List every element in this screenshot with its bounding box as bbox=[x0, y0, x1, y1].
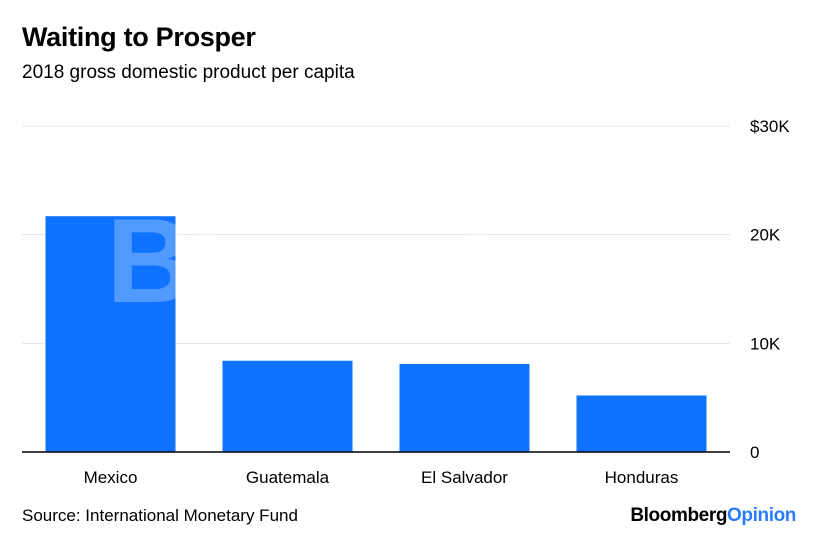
y-tick-label: 20K bbox=[750, 226, 781, 245]
y-tick-label: $30K bbox=[750, 117, 790, 136]
logo-brand: Bloomberg bbox=[630, 505, 728, 526]
x-tick-label: Guatemala bbox=[246, 468, 330, 487]
y-tick-label: 10K bbox=[750, 334, 781, 353]
bar bbox=[576, 395, 707, 452]
x-tick-label: Honduras bbox=[605, 468, 679, 487]
chart-subtitle: 2018 gross domestic product per capita bbox=[22, 62, 355, 83]
y-tick-label: 0 bbox=[750, 443, 759, 462]
logo-suffix: Opinion bbox=[727, 505, 796, 526]
bar bbox=[222, 360, 353, 452]
chart-title: Waiting to Prosper bbox=[22, 22, 256, 52]
watermark-text: Bloomberg bbox=[106, 194, 703, 328]
x-tick-label: El Salvador bbox=[421, 468, 508, 487]
bar bbox=[399, 363, 530, 452]
x-tick-label: Mexico bbox=[84, 468, 138, 487]
source-note: Source: International Monetary Fund bbox=[22, 506, 298, 525]
bar bbox=[45, 216, 176, 452]
bloomberg-opinion-logo: BloombergOpinion bbox=[630, 505, 796, 527]
x-axis-tick-labels: Mexico Guatemala El Salvador Honduras bbox=[84, 468, 679, 487]
y-axis-tick-labels: 0 10K 20K $30K bbox=[750, 117, 790, 462]
bars bbox=[45, 216, 707, 452]
